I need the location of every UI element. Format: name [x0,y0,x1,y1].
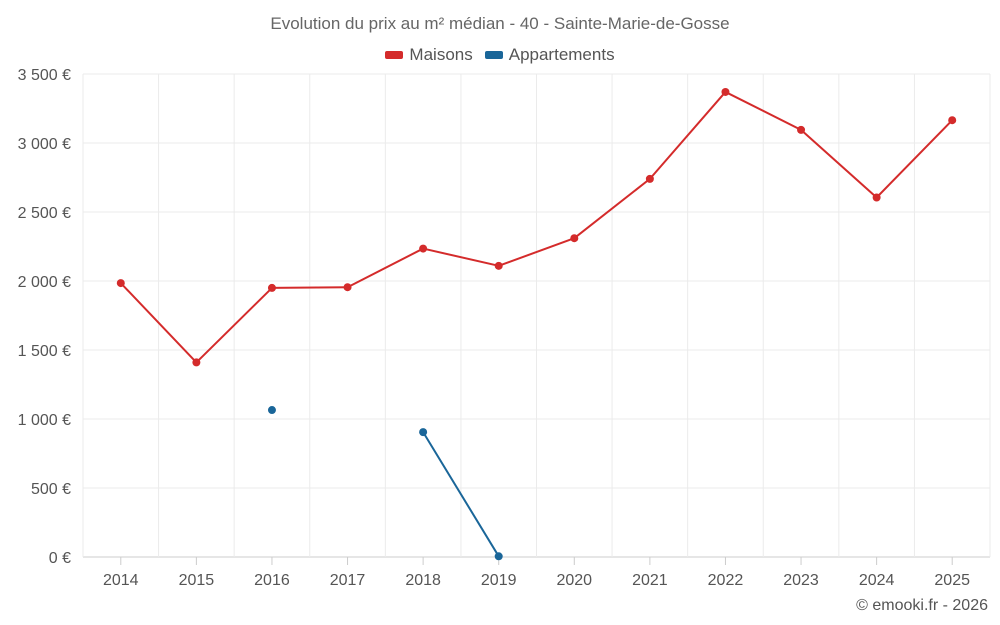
legend-label-maisons: Maisons [409,45,473,64]
y-tick-label: 1 500 € [18,343,71,360]
data-point-maisons [797,125,806,134]
series-line-maisons [648,90,727,180]
x-tick-label: 2016 [254,572,290,589]
data-point-maisons [494,261,503,270]
y-tick-label: 3 500 € [18,67,71,84]
series-line-maisons [724,90,803,131]
legend-swatch-maisons [385,51,404,59]
y-tick-label: 2 000 € [18,274,71,291]
y-tick-label: 2 500 € [18,205,71,222]
series-layer [116,87,957,561]
data-point-appartements [419,428,428,437]
data-point-appartements [267,406,276,415]
series-line-maisons [875,119,954,199]
data-point-maisons [872,193,881,202]
data-point-maisons [192,358,201,367]
credit-text: © emooki.fr - 2026 [856,597,988,614]
x-tick-label: 2018 [405,572,441,589]
x-tick-label: 2017 [330,572,366,589]
series-line-maisons [195,286,273,364]
data-point-maisons [116,279,125,288]
legend-item-appartements[interactable]: Appartements [484,45,615,65]
data-point-maisons [343,283,352,292]
y-tick-label: 500 € [31,481,71,498]
series-line-maisons [346,247,425,289]
data-point-maisons [570,234,579,243]
x-tick-label: 2020 [556,572,592,589]
legend-item-maisons[interactable]: Maisons [385,45,473,65]
series-line-maisons [800,128,878,199]
legend-swatch-appartements [484,51,503,59]
y-tick-label: 0 € [49,550,71,567]
legend-label-appartements: Appartements [508,45,615,64]
x-tick-label: 2014 [103,572,139,589]
y-tick-label: 1 000 € [18,412,71,429]
x-tick-label: 2015 [179,572,215,589]
y-tick-label: 3 000 € [18,136,71,153]
x-tick-label: 2024 [859,572,895,589]
series-line-maisons [422,247,500,267]
series-line-maisons [573,177,651,240]
data-point-maisons [267,283,276,292]
chart-title: Evolution du prix au m² médian - 40 - Sa… [270,14,730,33]
x-tick-label: 2022 [708,572,744,589]
data-point-maisons [721,87,730,96]
x-tick-label: 2021 [632,572,668,589]
data-point-maisons [948,116,957,125]
series-line-maisons [270,286,349,289]
data-point-appartements [494,552,503,561]
series-line-maisons [119,282,198,364]
axis-layer: 0 € 500 € 1 000 € 1 500 € 2 000 € 2 500 € 3 00… [18,67,970,589]
x-tick-label: 2025 [934,572,970,589]
x-tick-label: 2023 [783,572,819,589]
x-tick-label: 2019 [481,572,517,589]
data-point-maisons [419,244,428,253]
grid-layer [82,73,991,558]
legend: Maisons Appartements [0,45,1000,65]
data-point-maisons [645,174,654,183]
series-line-maisons [497,237,576,267]
series-line-appartements [422,431,500,558]
